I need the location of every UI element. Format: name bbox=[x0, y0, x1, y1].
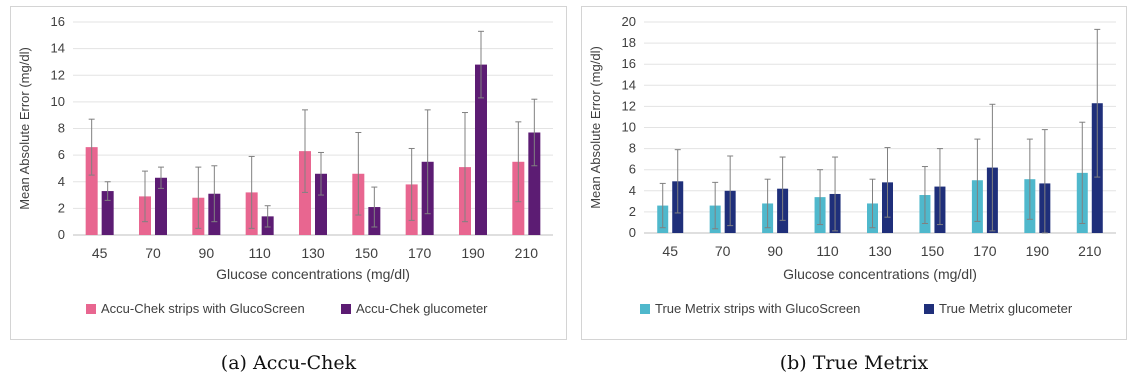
y-tick-label: 16 bbox=[622, 56, 636, 71]
x-tick-label: 70 bbox=[715, 243, 731, 259]
y-tick-label: 14 bbox=[622, 77, 636, 92]
chart-panel-accu-chek: 0 2 4 6 8 10 12 14 16 Mean Absolute Error (mg/dl)… bbox=[10, 6, 567, 340]
x-axis-title: Glucose concentrations (mg/dl) bbox=[216, 266, 410, 282]
legend-swatch bbox=[341, 304, 351, 314]
y-tick-label: 8 bbox=[629, 141, 636, 156]
caption-accu-chek: (a) Accu-Chek bbox=[220, 352, 357, 374]
x-tick-label: 110 bbox=[816, 243, 839, 259]
bar bbox=[85, 147, 98, 235]
y-axis-title: Mean Absolute Error (mg/dl) bbox=[17, 47, 32, 210]
y-tick-label: 14 bbox=[51, 41, 65, 56]
y-tick-label: 2 bbox=[58, 200, 65, 215]
y-tick-label: 10 bbox=[622, 120, 636, 135]
bar bbox=[475, 64, 487, 235]
chart-accu-chek: 0 2 4 6 8 10 12 14 16 Mean Absolute Error (mg/dl)… bbox=[17, 14, 553, 316]
x-tick-label: 170 bbox=[408, 245, 432, 261]
x-tick-label: 130 bbox=[301, 245, 325, 261]
bar bbox=[528, 132, 541, 235]
bar bbox=[101, 191, 114, 235]
legend-label: True Metrix strips with GlucoScreen bbox=[655, 301, 860, 316]
y-tick-label: 6 bbox=[629, 162, 636, 177]
bar bbox=[299, 151, 311, 235]
x-tick-label: 70 bbox=[145, 245, 161, 261]
legend-label: True Metrix glucometer bbox=[939, 301, 1073, 316]
y-tick-label: 4 bbox=[629, 183, 636, 198]
x-tick-label: 150 bbox=[921, 243, 945, 259]
y-tick-label: 4 bbox=[58, 174, 65, 189]
x-tick-label: 45 bbox=[662, 243, 678, 259]
legend-label: Accu-Chek glucometer bbox=[356, 301, 488, 316]
legend-swatch bbox=[924, 304, 934, 314]
bar bbox=[155, 177, 167, 235]
y-tick-label: 20 bbox=[622, 14, 636, 29]
x-tick-label: 130 bbox=[868, 243, 892, 259]
x-tick-label: 210 bbox=[1078, 243, 1102, 259]
chart-panel-true-metrix: 0 2 4 6 8 10 12 14 16 18 20 Mean Absolute Error (mg… bbox=[581, 6, 1127, 340]
legend-swatch bbox=[86, 304, 96, 314]
x-tick-label: 190 bbox=[461, 245, 485, 261]
legend-label: Accu-Chek strips with GlucoScreen bbox=[101, 301, 305, 316]
y-tick-label: 8 bbox=[58, 121, 65, 136]
caption-true-metrix: (b) True Metrix bbox=[779, 352, 929, 374]
chart-true-metrix: 0 2 4 6 8 10 12 14 16 18 20 Mean Absolute Error (mg… bbox=[588, 14, 1116, 316]
x-tick-label: 90 bbox=[767, 243, 783, 259]
y-tick-label: 0 bbox=[629, 225, 636, 240]
y-tick-label: 6 bbox=[58, 147, 65, 162]
x-tick-label: 150 bbox=[355, 245, 379, 261]
x-tick-label: 45 bbox=[92, 245, 108, 261]
y-tick-label: 16 bbox=[51, 14, 65, 29]
y-tick-label: 0 bbox=[58, 227, 65, 242]
x-tick-label: 190 bbox=[1026, 243, 1050, 259]
bar bbox=[315, 173, 327, 235]
y-tick-label: 12 bbox=[51, 67, 65, 82]
y-tick-label: 10 bbox=[51, 94, 65, 109]
x-tick-label: 170 bbox=[973, 243, 997, 259]
x-axis-title: Glucose concentrations (mg/dl) bbox=[783, 266, 977, 282]
x-tick-label: 210 bbox=[515, 245, 539, 261]
y-tick-label: 12 bbox=[622, 98, 636, 113]
y-tick-label: 18 bbox=[622, 35, 636, 50]
legend-swatch bbox=[640, 304, 650, 314]
y-axis-title: Mean Absolute Error (mg/dl) bbox=[588, 46, 603, 209]
x-tick-label: 110 bbox=[249, 245, 272, 261]
y-tick-label: 2 bbox=[629, 204, 636, 219]
x-tick-label: 90 bbox=[199, 245, 215, 261]
